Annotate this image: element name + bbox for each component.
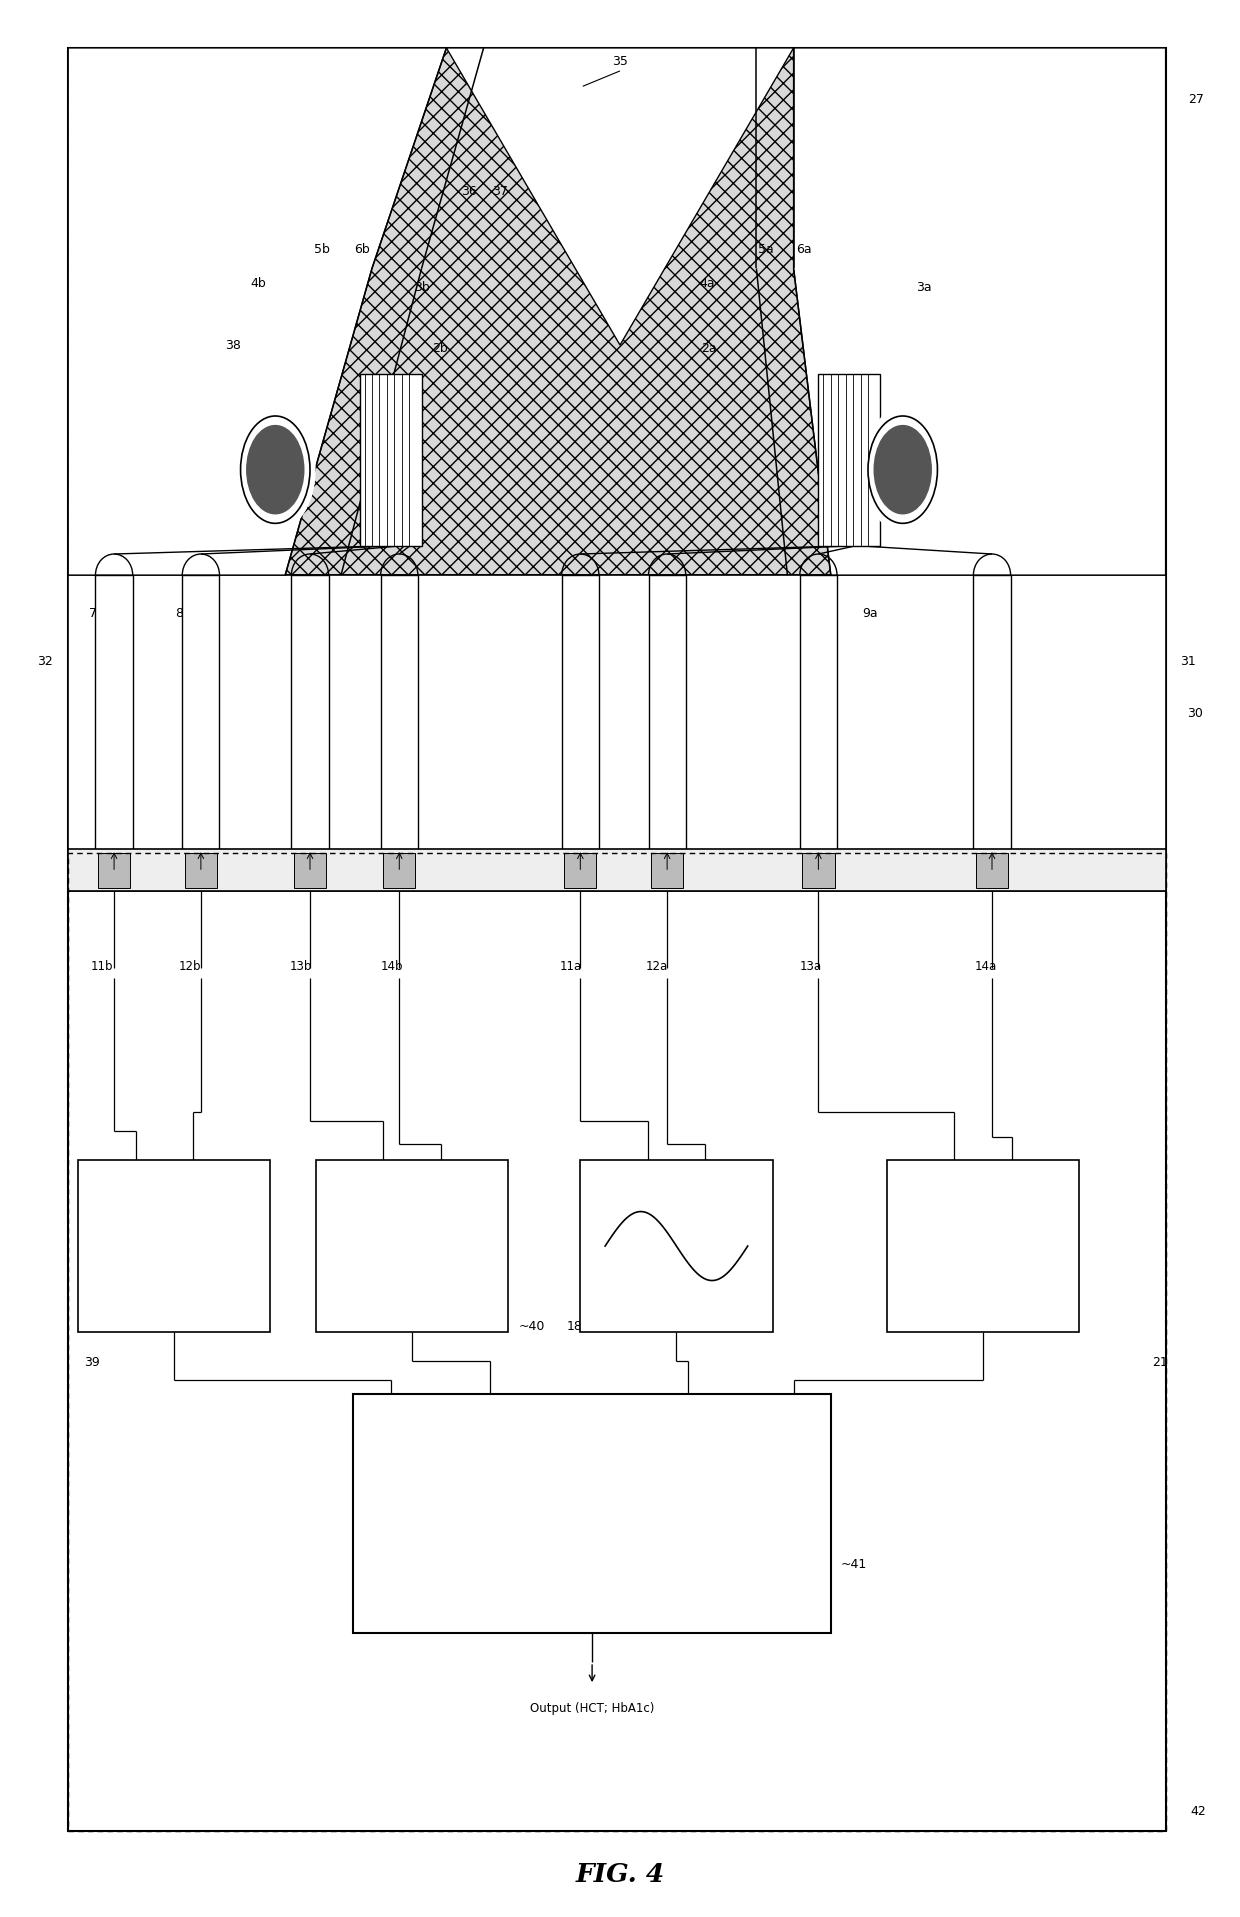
Bar <box>95 575 133 882</box>
Text: 5b: 5b <box>315 243 330 255</box>
Text: 4a: 4a <box>699 278 714 289</box>
Text: 2b: 2b <box>433 343 448 355</box>
Bar <box>68 48 1166 575</box>
Text: 31: 31 <box>1180 656 1197 667</box>
Text: 9b: 9b <box>293 608 308 619</box>
Text: 21: 21 <box>1152 1357 1168 1369</box>
Text: 37: 37 <box>492 186 507 197</box>
Text: 39: 39 <box>84 1357 100 1369</box>
Text: 27: 27 <box>1188 94 1204 105</box>
Bar <box>98 853 130 888</box>
Bar <box>78 1160 270 1332</box>
Text: 7b: 7b <box>89 608 104 619</box>
Bar <box>381 575 418 882</box>
Text: Control: Control <box>558 1476 626 1493</box>
Bar <box>651 853 683 888</box>
Text: 14a: 14a <box>975 960 997 972</box>
Text: 14b: 14b <box>381 960 403 972</box>
Text: 8a: 8a <box>650 608 665 619</box>
Bar <box>562 575 599 882</box>
Bar <box>887 1160 1079 1332</box>
Bar <box>182 575 219 882</box>
Bar <box>316 1160 508 1332</box>
Text: 12b: 12b <box>179 960 201 972</box>
Text: 5a: 5a <box>759 243 774 255</box>
Bar <box>976 853 1008 888</box>
Bar <box>360 374 422 546</box>
Text: 11b: 11b <box>91 960 113 972</box>
Bar <box>68 48 1166 1831</box>
Text: 8b: 8b <box>176 608 191 619</box>
Text: 38: 38 <box>226 339 241 351</box>
Text: 32: 32 <box>37 656 53 667</box>
Text: ~40: ~40 <box>518 1321 544 1332</box>
Polygon shape <box>68 48 446 575</box>
Text: 4b: 4b <box>250 278 265 289</box>
Polygon shape <box>794 48 1166 575</box>
Circle shape <box>874 426 931 514</box>
Text: Output (HCT; HbA1c): Output (HCT; HbA1c) <box>529 1702 655 1714</box>
Text: 12a: 12a <box>646 960 668 972</box>
Bar <box>68 575 1166 891</box>
Text: 35: 35 <box>613 56 627 67</box>
Text: ~41: ~41 <box>841 1559 867 1570</box>
Bar <box>383 853 415 888</box>
Text: 6b: 6b <box>355 243 370 255</box>
Circle shape <box>247 426 304 514</box>
Bar <box>580 1160 773 1332</box>
Text: 3b: 3b <box>414 282 429 293</box>
Text: 13a: 13a <box>800 960 822 972</box>
Text: 18~: 18~ <box>567 1321 593 1332</box>
Bar <box>973 575 1011 882</box>
Circle shape <box>868 416 937 523</box>
Text: FIG. 4: FIG. 4 <box>575 1861 665 1888</box>
Bar <box>294 853 326 888</box>
Text: 11a: 11a <box>559 960 582 972</box>
Text: 3a: 3a <box>916 282 931 293</box>
Bar <box>68 853 1166 1831</box>
Circle shape <box>236 408 315 531</box>
Text: 7a: 7a <box>563 608 578 619</box>
Polygon shape <box>446 48 794 345</box>
Text: 2a: 2a <box>702 343 717 355</box>
Bar <box>802 853 835 888</box>
Text: 6a: 6a <box>796 243 811 255</box>
Circle shape <box>241 416 310 523</box>
Bar <box>353 1394 831 1633</box>
Text: 13b: 13b <box>290 960 312 972</box>
Text: 42: 42 <box>1190 1806 1207 1817</box>
Text: Processor: Processor <box>547 1545 637 1562</box>
Text: 10b: 10b <box>382 608 407 619</box>
Circle shape <box>863 408 942 531</box>
Text: 10a: 10a <box>980 608 1004 619</box>
Bar <box>564 853 596 888</box>
Text: 9a: 9a <box>863 608 878 619</box>
Text: 36: 36 <box>461 186 476 197</box>
Bar <box>185 853 217 888</box>
Bar <box>649 575 686 882</box>
Bar <box>291 575 329 882</box>
Bar <box>68 849 1166 891</box>
Bar <box>818 374 880 546</box>
Text: 30: 30 <box>1187 707 1203 719</box>
Bar <box>800 575 837 882</box>
